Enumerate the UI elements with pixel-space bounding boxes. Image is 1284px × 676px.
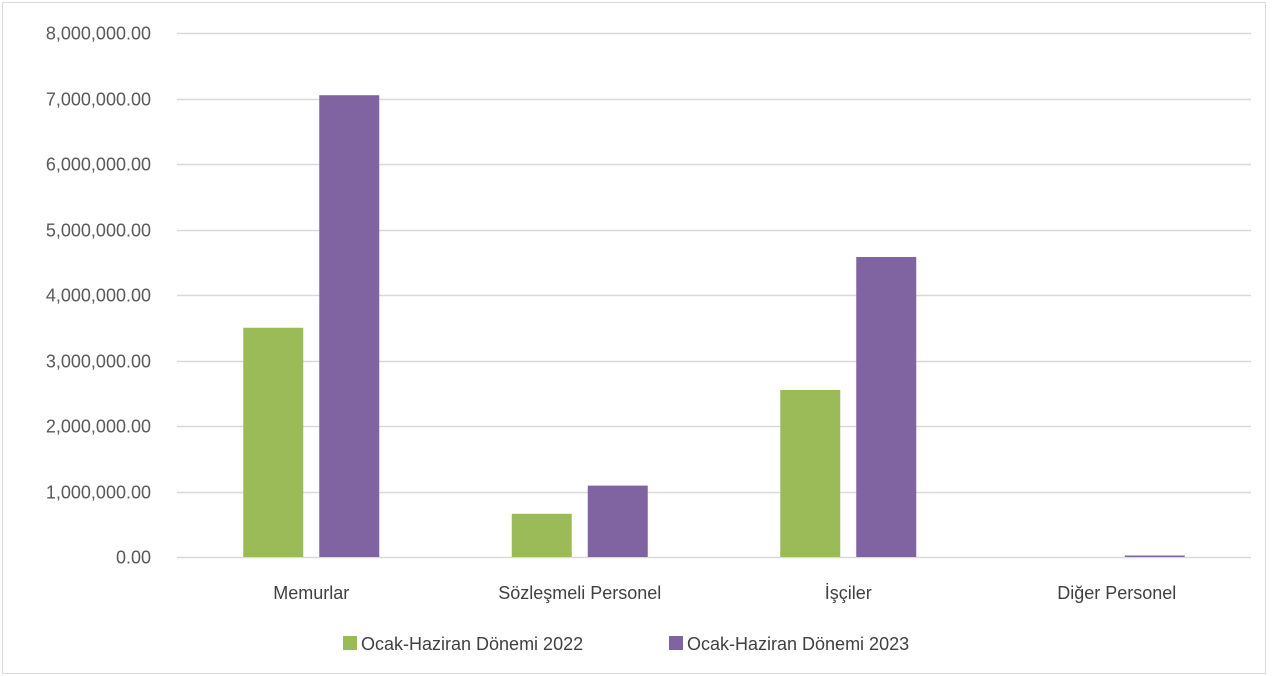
y-tick-label: 0.00	[116, 548, 151, 568]
x-category-label: Memurlar	[273, 583, 349, 603]
y-tick-label: 4,000,000.00	[46, 286, 151, 306]
x-category-label: Diğer Personel	[1057, 583, 1176, 603]
x-category-label: Sözleşmeli Personel	[498, 583, 661, 603]
y-tick-label: 2,000,000.00	[46, 417, 151, 437]
y-axis-ticks: 0.00 1,000,000.00 2,000,000.00 3,000,000.00…	[46, 24, 151, 568]
chart-frame: 0.00 1,000,000.00 2,000,000.00 3,000,000.00…	[2, 2, 1266, 674]
legend-swatch	[343, 636, 357, 650]
legend-label: Ocak-Haziran Dönemi 2022	[361, 634, 583, 654]
bar-2022-1	[511, 513, 572, 557]
bar-2023-3	[1124, 555, 1185, 557]
y-tick-label: 1,000,000.00	[46, 483, 151, 503]
legend-label: Ocak-Haziran Dönemi 2023	[687, 634, 909, 654]
x-category-label: İşçiler	[825, 583, 872, 603]
x-axis-categories: Memurlar Sözleşmeli Personel İşçiler Diğer …	[273, 583, 1176, 603]
bars	[243, 95, 1185, 557]
bar-2023-1	[587, 485, 648, 557]
legend-swatch	[669, 636, 683, 650]
bar-2023-0	[319, 95, 380, 557]
y-tick-label: 8,000,000.00	[46, 24, 151, 44]
bar-2022-0	[243, 327, 304, 557]
bar-chart: 0.00 1,000,000.00 2,000,000.00 3,000,000.00…	[46, 24, 1251, 654]
legend: Ocak-Haziran Dönemi 2022 Ocak-Haziran Dön…	[343, 634, 909, 654]
y-tick-label: 7,000,000.00	[46, 90, 151, 110]
y-tick-label: 6,000,000.00	[46, 155, 151, 175]
bar-2023-2	[856, 257, 917, 557]
bar-2022-2	[780, 389, 841, 557]
y-tick-label: 5,000,000.00	[46, 221, 151, 241]
y-tick-label: 3,000,000.00	[46, 352, 151, 372]
